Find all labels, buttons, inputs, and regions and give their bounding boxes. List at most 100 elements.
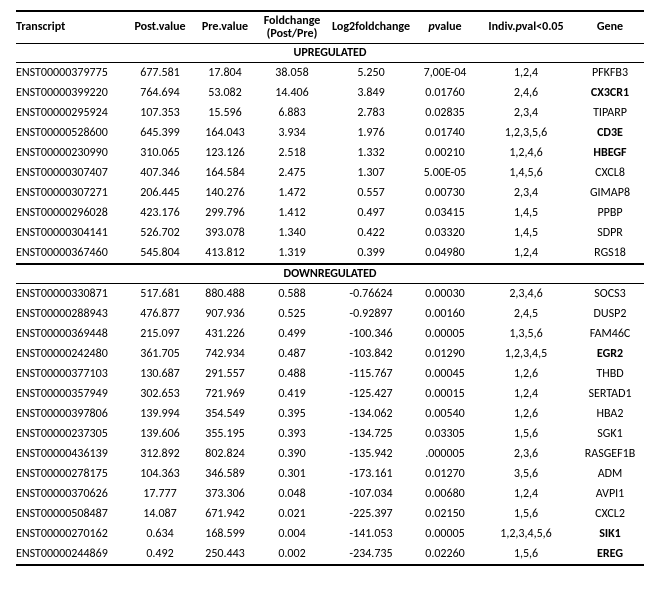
- table-row: ENST00000399220 764.694 53.082 14.406 3.…: [16, 83, 644, 103]
- cell-post: 302.653: [126, 384, 194, 404]
- cell-gene: SOCS3: [576, 284, 644, 305]
- cell-transcript: ENST00000508487: [16, 504, 126, 524]
- table-row: ENST00000288943 476.877 907.936 0.525 -0…: [16, 304, 644, 324]
- cell-indiv: 1,5,6: [476, 424, 576, 444]
- table-row: ENST00000244869 0.492 250.443 0.002 -234…: [16, 544, 644, 565]
- cell-post: 476.877: [126, 304, 194, 324]
- cell-foldchange: 1.412: [256, 203, 328, 223]
- cell-indiv: 2,4,6: [476, 83, 576, 103]
- cell-pvalue: 0.00680: [414, 484, 476, 504]
- cell-post: 764.694: [126, 83, 194, 103]
- cell-indiv: 1,2,4: [476, 243, 576, 264]
- cell-pvalue: 0.03415: [414, 203, 476, 223]
- cell-indiv: 2,3,4: [476, 103, 576, 123]
- cell-log2foldchange: -234.735: [328, 544, 414, 565]
- cell-pre: 140.276: [194, 183, 256, 203]
- cell-log2foldchange: 2.783: [328, 103, 414, 123]
- cell-pvalue: 0.00160: [414, 304, 476, 324]
- table-row: ENST00000436139 312.892 802.824 0.390 -1…: [16, 444, 644, 464]
- cell-pre: 393.078: [194, 223, 256, 243]
- cell-pre: 802.824: [194, 444, 256, 464]
- cell-pre: 15.596: [194, 103, 256, 123]
- cell-indiv: 1,4,5: [476, 223, 576, 243]
- cell-log2foldchange: -0.76624: [328, 284, 414, 305]
- cell-log2foldchange: 5.250: [328, 63, 414, 84]
- cell-post: 526.702: [126, 223, 194, 243]
- cell-pre: 907.936: [194, 304, 256, 324]
- cell-transcript: ENST00000295924: [16, 103, 126, 123]
- cell-indiv: 1,3,5,6: [476, 324, 576, 344]
- cell-pvalue: .000005: [414, 444, 476, 464]
- cell-post: 545.804: [126, 243, 194, 264]
- cell-pre: 346.589: [194, 464, 256, 484]
- cell-post: 312.892: [126, 444, 194, 464]
- section-row: DOWNREGULATED: [16, 264, 644, 284]
- cell-post: 104.363: [126, 464, 194, 484]
- cell-gene: SERTAD1: [576, 384, 644, 404]
- cell-foldchange: 0.487: [256, 344, 328, 364]
- cell-foldchange: 0.525: [256, 304, 328, 324]
- cell-pvalue: 0.01760: [414, 83, 476, 103]
- cell-gene: CD3E: [576, 123, 644, 143]
- cell-log2foldchange: 0.422: [328, 223, 414, 243]
- cell-pre: 413.812: [194, 243, 256, 264]
- cell-pvalue: 0.01270: [414, 464, 476, 484]
- cell-pre: 880.488: [194, 284, 256, 305]
- header-indiv: Indiv.pval<0.05: [476, 11, 576, 44]
- cell-indiv: 1,2,4: [476, 384, 576, 404]
- cell-post: 107.353: [126, 103, 194, 123]
- cell-gene: PPBP: [576, 203, 644, 223]
- cell-foldchange: 0.301: [256, 464, 328, 484]
- cell-pre: 164.043: [194, 123, 256, 143]
- cell-foldchange: 0.002: [256, 544, 328, 565]
- cell-pvalue: 0.03320: [414, 223, 476, 243]
- cell-pvalue: 7,00E-04: [414, 63, 476, 84]
- cell-post: 423.176: [126, 203, 194, 223]
- cell-pre: 373.306: [194, 484, 256, 504]
- table-row: ENST00000270162 0.634 168.599 0.004 -141…: [16, 524, 644, 544]
- table-row: ENST00000330871 517.681 880.488 0.588 -0…: [16, 284, 644, 305]
- cell-transcript: ENST00000296028: [16, 203, 126, 223]
- cell-log2foldchange: 1.307: [328, 163, 414, 183]
- cell-log2foldchange: -107.034: [328, 484, 414, 504]
- cell-transcript: ENST00000237305: [16, 424, 126, 444]
- cell-indiv: 2,3,4: [476, 183, 576, 203]
- cell-foldchange: 1.472: [256, 183, 328, 203]
- cell-foldchange: 38.058: [256, 63, 328, 84]
- cell-pre: 431.226: [194, 324, 256, 344]
- cell-post: 17.777: [126, 484, 194, 504]
- cell-transcript: ENST00000528600: [16, 123, 126, 143]
- cell-transcript: ENST00000307407: [16, 163, 126, 183]
- cell-pvalue: 0.00210: [414, 143, 476, 163]
- cell-post: 139.994: [126, 404, 194, 424]
- table-row: ENST00000307271 206.445 140.276 1.472 0.…: [16, 183, 644, 203]
- cell-foldchange: 2.518: [256, 143, 328, 163]
- cell-pre: 291.557: [194, 364, 256, 384]
- cell-foldchange: 0.393: [256, 424, 328, 444]
- cell-transcript: ENST00000270162: [16, 524, 126, 544]
- cell-pvalue: 0.00005: [414, 324, 476, 344]
- section-label: UPREGULATED: [16, 44, 644, 63]
- header-row: Transcript Post.value Pre.value Foldchan…: [16, 11, 644, 44]
- cell-post: 206.445: [126, 183, 194, 203]
- cell-gene: HBEGF: [576, 143, 644, 163]
- cell-pvalue: 0.00045: [414, 364, 476, 384]
- cell-pvalue: 0.01740: [414, 123, 476, 143]
- cell-transcript: ENST00000330871: [16, 284, 126, 305]
- table-row: ENST00000304141 526.702 393.078 1.340 0.…: [16, 223, 644, 243]
- cell-pvalue: 0.00005: [414, 524, 476, 544]
- header-pre: Pre.value: [194, 11, 256, 44]
- cell-pre: 53.082: [194, 83, 256, 103]
- cell-post: 645.399: [126, 123, 194, 143]
- cell-pre: 742.934: [194, 344, 256, 364]
- table-row: ENST00000242480 361.705 742.934 0.487 -1…: [16, 344, 644, 364]
- table-row: ENST00000379775 677.581 17.804 38.058 5.…: [16, 63, 644, 84]
- cell-indiv: 1,2,3,5,6: [476, 123, 576, 143]
- cell-pre: 355.195: [194, 424, 256, 444]
- cell-pre: 123.126: [194, 143, 256, 163]
- cell-post: 517.681: [126, 284, 194, 305]
- cell-log2foldchange: 1.332: [328, 143, 414, 163]
- cell-gene: TIPARP: [576, 103, 644, 123]
- cell-gene: RASGEF1B: [576, 444, 644, 464]
- cell-post: 0.634: [126, 524, 194, 544]
